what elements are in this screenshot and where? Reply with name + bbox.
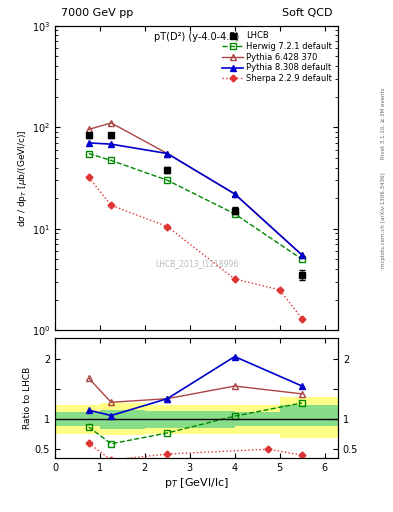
Text: LHCB_2013_I1218996: LHCB_2013_I1218996 — [155, 259, 238, 268]
Text: mcplots.cern.ch [arXiv:1306.3436]: mcplots.cern.ch [arXiv:1306.3436] — [381, 173, 386, 268]
Text: Rivet 3.1.10, ≥ 3M events: Rivet 3.1.10, ≥ 3M events — [381, 87, 386, 159]
Text: 7000 GeV pp: 7000 GeV pp — [61, 8, 133, 18]
Text: Soft QCD: Soft QCD — [282, 8, 332, 18]
Legend: LHCB, Herwig 7.2.1 default, Pythia 6.428 370, Pythia 8.308 default, Sherpa 2.2.9: LHCB, Herwig 7.2.1 default, Pythia 6.428… — [220, 30, 334, 85]
Y-axis label: d$\sigma$ / dp$_T$ [$\mu$b/(GeVl/c)]: d$\sigma$ / dp$_T$ [$\mu$b/(GeVl/c)] — [16, 129, 29, 227]
Text: pT(D²) (y-4.0-4.5): pT(D²) (y-4.0-4.5) — [154, 32, 239, 41]
Y-axis label: Ratio to LHCB: Ratio to LHCB — [23, 367, 32, 429]
X-axis label: p$_T$ [GeVl/lc]: p$_T$ [GeVl/lc] — [164, 476, 229, 490]
